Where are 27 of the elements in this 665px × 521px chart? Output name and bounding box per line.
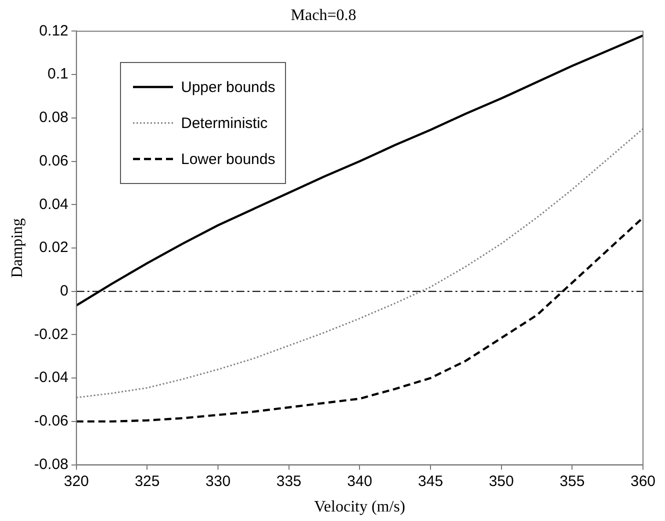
x-tick-label: 325 [134, 472, 160, 490]
legend-label: Upper bounds [181, 78, 276, 96]
y-tick-label: -0.06 [34, 412, 68, 430]
x-tick-label: 345 [418, 472, 444, 490]
legend-label: Deterministic [181, 114, 268, 132]
x-tick-label: 355 [560, 472, 585, 490]
legend-label: Lower bounds [181, 150, 276, 168]
y-tick-label: 0.08 [39, 109, 68, 126]
x-tick-label: 360 [630, 472, 656, 490]
chart-title: Mach=0.8 [290, 6, 356, 24]
y-tick-label: 0.12 [39, 22, 68, 40]
x-tick-label: 350 [488, 472, 514, 490]
x-tick-label: 340 [347, 472, 372, 490]
x-tick-label: 320 [64, 472, 89, 490]
y-tick-label: -0.04 [34, 369, 68, 386]
y-tick-label: 0.06 [39, 152, 68, 170]
y-tick-label: -0.02 [34, 326, 68, 343]
y-tick-label: 0.02 [39, 239, 68, 256]
x-axis-title: Velocity (m/s) [314, 498, 406, 516]
x-tick-label: 335 [276, 472, 302, 490]
line-series [76, 216, 643, 423]
y-tick-label: 0 [60, 282, 68, 300]
x-tick-label: 330 [206, 472, 231, 490]
y-axis-title: Damping [8, 218, 26, 278]
y-tick-label: 0.04 [39, 196, 68, 213]
y-tick-label: 0.1 [48, 66, 68, 83]
y-tick-label: -0.08 [34, 456, 68, 473]
